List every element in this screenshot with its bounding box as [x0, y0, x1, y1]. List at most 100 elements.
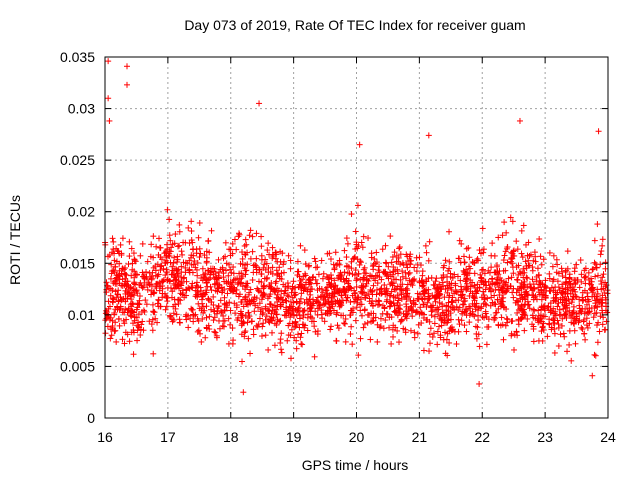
data-point [111, 328, 118, 335]
data-point [510, 294, 517, 301]
data-point [210, 317, 217, 324]
data-point [364, 319, 371, 326]
data-point [269, 264, 276, 271]
data-point [152, 272, 159, 279]
data-point [592, 297, 599, 304]
data-point [188, 306, 195, 313]
data-point [562, 310, 569, 317]
data-point [526, 281, 533, 288]
data-point [576, 305, 583, 312]
data-point [258, 306, 265, 313]
data-point [415, 321, 422, 328]
data-point [216, 325, 223, 332]
y-tick-label: 0.015 [60, 255, 95, 271]
data-point [202, 275, 209, 282]
data-point [208, 227, 215, 234]
data-point [287, 298, 294, 305]
data-point [394, 301, 401, 308]
data-point [419, 310, 426, 317]
data-point [373, 286, 380, 293]
data-point [126, 338, 133, 345]
data-point [331, 265, 338, 272]
data-point [590, 314, 597, 321]
data-point [150, 350, 157, 357]
data-point [119, 276, 126, 283]
data-point [499, 302, 506, 309]
data-point [511, 252, 518, 259]
data-point [404, 253, 411, 260]
data-point [116, 306, 123, 313]
data-point [150, 308, 157, 315]
data-point [552, 312, 559, 319]
data-point [475, 257, 482, 264]
x-tick-label: 21 [412, 429, 428, 445]
data-point [139, 240, 146, 247]
data-point [338, 300, 345, 307]
data-point [111, 278, 118, 285]
data-point [393, 252, 400, 259]
data-point [260, 320, 267, 327]
data-point [343, 235, 350, 242]
data-point [149, 301, 156, 308]
data-point [150, 309, 157, 316]
data-point [247, 286, 254, 293]
data-point [540, 326, 547, 333]
data-point [398, 286, 405, 293]
data-point [118, 250, 125, 257]
data-point [535, 312, 542, 319]
data-point [149, 327, 156, 334]
data-point [554, 317, 561, 324]
data-point [592, 273, 599, 280]
data-point [194, 259, 201, 266]
data-point [355, 270, 362, 277]
data-point [591, 351, 598, 358]
data-point [444, 352, 451, 359]
data-point [207, 283, 214, 290]
data-point [445, 285, 452, 292]
data-point [599, 292, 606, 299]
data-point [350, 255, 357, 262]
data-point [294, 331, 301, 338]
data-point [576, 284, 583, 291]
data-point [215, 256, 222, 263]
data-point [352, 228, 359, 235]
data-point [566, 284, 573, 291]
data-point [458, 317, 465, 324]
data-point [157, 267, 164, 274]
data-point [581, 330, 588, 337]
data-point [554, 303, 561, 310]
data-point [250, 326, 257, 333]
data-point [414, 330, 421, 337]
data-point [567, 290, 574, 297]
data-point [491, 292, 498, 299]
x-tick-label: 23 [537, 429, 553, 445]
x-tick-label: 17 [160, 429, 176, 445]
data-point [524, 275, 531, 282]
data-point [293, 337, 300, 344]
data-point [239, 312, 246, 319]
data-point [370, 275, 377, 282]
data-point [225, 340, 232, 347]
data-point [452, 288, 459, 295]
data-point [122, 298, 129, 305]
data-point [597, 313, 604, 320]
data-point [399, 281, 406, 288]
data-point [330, 307, 337, 314]
data-point [240, 318, 247, 325]
data-point [559, 273, 566, 280]
data-point [290, 311, 297, 318]
data-point [130, 329, 137, 336]
data-point [128, 272, 135, 279]
data-point [519, 296, 526, 303]
data-point [230, 264, 237, 271]
data-point [172, 305, 179, 312]
data-point [438, 322, 445, 329]
data-point [262, 305, 269, 312]
data-point [129, 308, 136, 315]
data-point [167, 237, 174, 244]
data-point [203, 314, 210, 321]
data-point [463, 284, 470, 291]
data-point [302, 261, 309, 268]
data-point [231, 285, 238, 292]
data-point [285, 332, 292, 339]
